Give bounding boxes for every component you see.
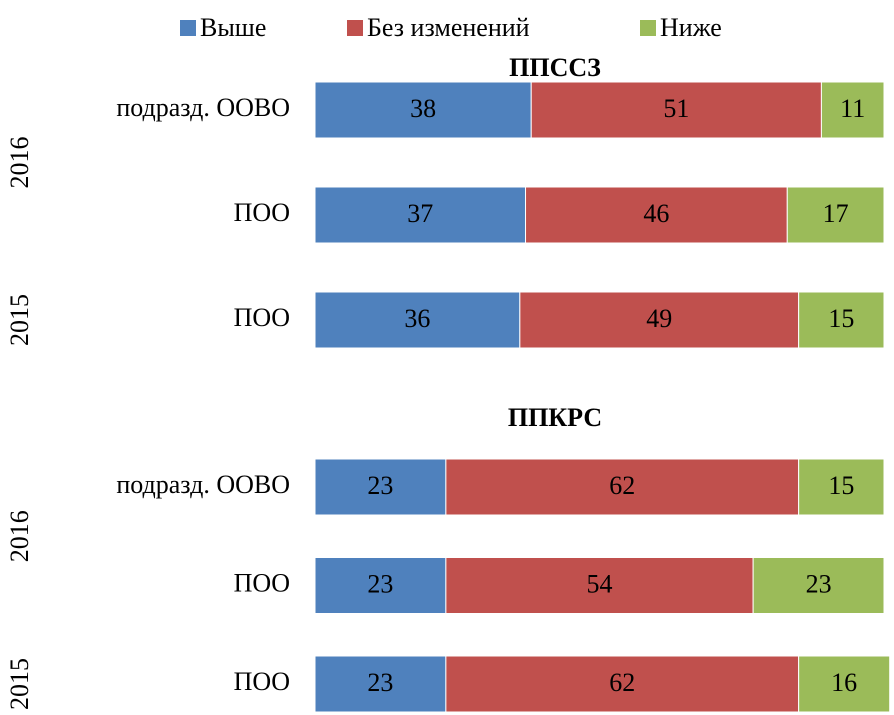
chart-title: ППССЗ [509, 53, 601, 82]
bar-segment [314, 186, 527, 244]
data-label: 54 [587, 569, 613, 598]
bar-segment [786, 186, 885, 244]
data-label: 36 [404, 304, 430, 333]
data-label: 11 [840, 94, 865, 123]
group-label: 2016 [5, 137, 34, 189]
bar-segment [798, 458, 885, 516]
bar-segment [519, 291, 800, 349]
bar-segment [314, 458, 447, 516]
bar-segment [314, 291, 521, 349]
category-label: подразд. ООВО [116, 470, 290, 499]
bar-segment [752, 557, 885, 614]
data-label: 15 [828, 304, 854, 333]
legend-label: Выше [200, 13, 266, 42]
group-label: 2015 [5, 658, 34, 710]
data-label: 23 [367, 668, 393, 697]
data-label: 23 [367, 471, 393, 500]
data-label: 37 [407, 199, 433, 228]
data-label: 46 [643, 199, 669, 228]
group-label: 2015 [5, 294, 34, 346]
bar-segment [525, 186, 788, 244]
data-label: 38 [410, 94, 436, 123]
group-label: 2016 [5, 510, 34, 562]
data-label: 15 [828, 471, 854, 500]
data-label: 62 [609, 471, 635, 500]
data-label: 17 [823, 199, 849, 228]
category-label: ПОО [234, 568, 290, 597]
bar-segment [798, 291, 885, 349]
legend-swatch [180, 20, 196, 36]
bar-segment [314, 557, 447, 614]
data-label: 51 [663, 94, 689, 123]
bar-segment [314, 655, 447, 713]
bar-segment [445, 557, 754, 614]
data-label: 16 [831, 668, 857, 697]
chart-title: ППКРС [508, 403, 602, 432]
category-label: ПОО [234, 198, 290, 227]
category-label: ПОО [234, 667, 290, 696]
data-label: 49 [646, 304, 672, 333]
legend-label: Ниже [660, 13, 722, 42]
data-label: 23 [806, 569, 832, 598]
bar-segment [314, 81, 532, 139]
bar-segment [445, 655, 800, 713]
bar-segment [820, 81, 885, 139]
category-label: подразд. ООВО [116, 93, 290, 122]
data-label: 23 [367, 569, 393, 598]
legend-swatch [640, 20, 656, 36]
legend-label: Без изменений [367, 13, 530, 42]
category-label: ПОО [234, 303, 290, 332]
data-label: 62 [609, 668, 635, 697]
legend-swatch [347, 20, 363, 36]
bar-segment [530, 81, 822, 139]
bar-segment [798, 655, 891, 713]
